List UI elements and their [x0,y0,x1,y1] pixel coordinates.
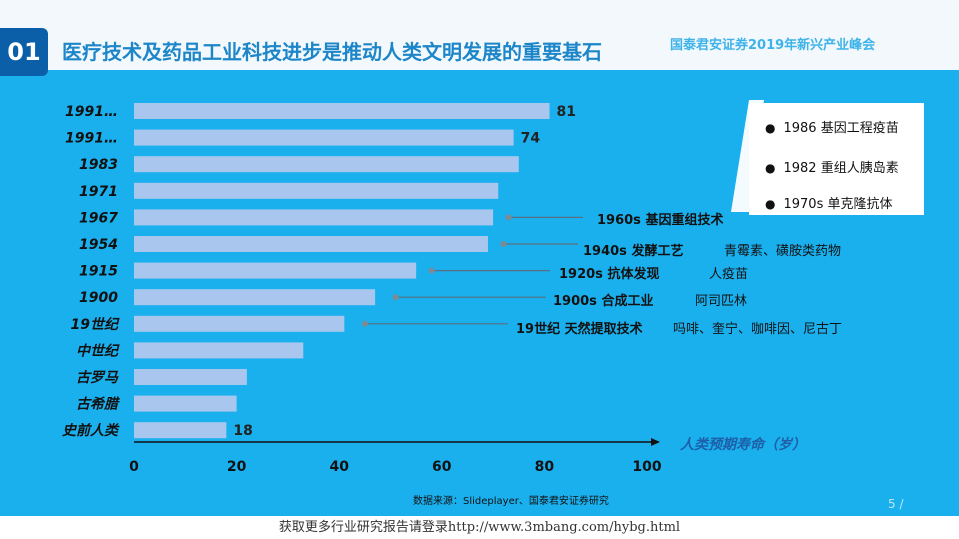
category-label: 1991… [65,131,118,147]
bar [134,209,494,226]
annotation-examples: 人疫苗 [709,267,749,282]
bar [134,422,227,439]
legend-box: 1986 基因工程疫苗 1982 重组人胰岛素 1970s 单克隆抗体 [749,103,924,215]
category-label: 1991… [65,104,118,120]
annotation-label: 1960s 基因重组技术 [597,213,724,228]
legend-item: 1982 重组人胰岛素 [765,157,898,176]
category-label: 1954 [79,237,118,253]
annotation-label: 1940s 发酵工艺 [583,244,684,259]
data-label: 18 [233,423,252,439]
annotation-marker [428,267,435,274]
annotation-marker [361,320,368,327]
category-label: 1915 [79,264,118,280]
bar [134,236,488,252]
category-label: 19世纪 [71,316,120,333]
section-badge: 01 [0,28,48,76]
annotation-marker [392,294,399,301]
data-label: 74 [521,131,541,147]
annotation-label: 1920s 抗体发现 [559,267,660,282]
data-label: 81 [557,104,576,120]
x-tick-label: 60 [432,459,452,475]
bar [134,156,519,173]
annotation-marker [500,241,507,247]
x-axis-arrow [651,438,660,446]
brand-watermark: 国泰君安证券2019年新兴产业峰会 [670,38,876,53]
bar [134,369,247,385]
annotation-marker [505,214,512,221]
bar [134,182,499,199]
x-axis-label: 人类预期寿命（岁） [680,437,806,453]
footer-link[interactable]: 获取更多行业研究报告请登录http://www.3mbang.com/hybg.… [0,516,959,539]
x-tick-label: 0 [129,459,139,475]
legend-item: 1970s 单克隆抗体 [765,193,892,212]
bar [134,315,345,332]
x-tick-label: 100 [632,459,661,475]
bar [134,342,304,359]
header-background [0,0,959,70]
annotation-label: 1900s 合成工业 [553,294,654,309]
category-label: 1900 [79,290,118,306]
category-label: 1967 [79,210,118,226]
category-label: 中世纪 [76,342,120,359]
annotation-examples: 阿司匹林 [695,294,748,309]
bar [134,395,237,412]
category-label: 古希腊 [76,396,120,413]
page-number: 5 / [888,497,904,511]
category-label: 1983 [79,157,118,173]
category-label: 1971 [79,184,118,200]
annotation-examples: 青霉素、磺胺类药物 [724,244,842,259]
annotation-examples: 吗啡、奎宁、咖啡因、尼古丁 [673,322,843,337]
bar [134,103,550,119]
x-tick-label: 40 [329,459,349,475]
bar [134,289,376,306]
source-note: 数据来源：Slideplayer、国泰君安证券研究 [413,496,609,507]
annotation-label: 19世纪 天然提取技术 [516,322,643,337]
bar [134,129,514,146]
page-title: 医疗技术及药品工业科技进步是推动人类文明发展的重要基石 [62,40,602,64]
x-tick-label: 80 [535,459,555,475]
category-label: 史前人类 [62,422,120,439]
legend-item: 1986 基因工程疫苗 [765,117,898,136]
x-tick-label: 20 [227,459,247,475]
bar [134,262,417,279]
category-label: 古罗马 [76,369,119,386]
